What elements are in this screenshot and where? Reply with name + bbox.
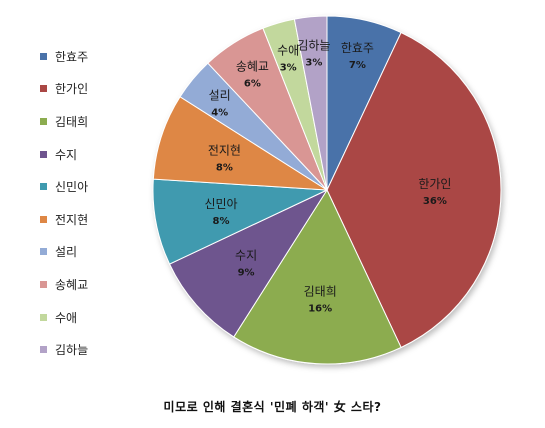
pie-slice-한가인 <box>326 31 502 349</box>
slice-label-설리: 설리 <box>209 88 231 102</box>
legend-item-송혜교: 송혜교 <box>40 268 150 301</box>
legend-item-한효주: 한효주 <box>40 40 150 73</box>
slice-value-김하늘: 3% <box>305 57 322 68</box>
pie-slice-김하늘 <box>293 15 328 191</box>
slice-label-김하늘: 김하늘 <box>297 38 330 52</box>
slice-label-신민아: 신민아 <box>204 197 237 211</box>
slice-label-한효주: 한효주 <box>341 41 374 55</box>
slice-label-수지: 수지 <box>235 248 257 262</box>
legend-label: 한효주 <box>55 49 89 64</box>
legend-swatch <box>40 183 47 191</box>
legend-item-전지현: 전지현 <box>40 203 150 236</box>
legend-swatch <box>40 117 47 125</box>
slice-label-김태희: 김태희 <box>304 285 337 299</box>
legend-item-수애: 수애 <box>40 301 150 334</box>
legend-label: 수지 <box>55 147 78 162</box>
legend-label: 수애 <box>55 310 78 325</box>
slice-value-설리: 4% <box>211 107 228 118</box>
slice-value-수지: 9% <box>238 267 255 278</box>
legend-swatch <box>40 248 47 256</box>
legend-label: 김하늘 <box>55 343 89 358</box>
legend-label: 김태희 <box>55 114 89 129</box>
legend-item-신민아: 신민아 <box>40 170 150 203</box>
slice-value-한가인: 36% <box>423 196 447 207</box>
slice-label-한가인: 한가인 <box>418 177 451 191</box>
slice-value-한효주: 7% <box>349 60 366 71</box>
legend-swatch <box>40 150 47 158</box>
chart-title: 미모로 인해 결혼식 '민폐 하객' 女 스타? <box>163 400 382 414</box>
legend-label: 설리 <box>55 245 78 260</box>
slice-value-송혜교: 6% <box>244 79 261 90</box>
slice-label-전지현: 전지현 <box>208 144 241 158</box>
slice-label-송혜교: 송혜교 <box>236 60 269 74</box>
legend-swatch <box>40 346 47 354</box>
legend-swatch <box>40 215 47 223</box>
slice-label-수애: 수애 <box>277 43 299 57</box>
legend-label: 신민아 <box>55 180 89 195</box>
slice-value-신민아: 8% <box>213 216 230 227</box>
slice-value-전지현: 8% <box>216 163 233 174</box>
slice-value-김태희: 16% <box>308 304 332 315</box>
legend-swatch <box>40 52 47 60</box>
legend-label: 송혜교 <box>55 277 89 292</box>
legend-item-한가인: 한가인 <box>40 73 150 106</box>
pie-slice-수지 <box>168 188 329 338</box>
pie-slice-김태희 <box>233 188 402 365</box>
legend-item-수지: 수지 <box>40 138 150 171</box>
legend-swatch <box>40 313 47 321</box>
legend-swatch <box>40 85 47 93</box>
legend-item-김하늘: 김하늘 <box>40 333 150 366</box>
slice-value-수애: 3% <box>280 62 297 73</box>
legend-label: 한가인 <box>55 82 89 97</box>
legend-label: 전지현 <box>55 212 89 227</box>
legend-item-김태희: 김태희 <box>40 105 150 138</box>
legend-item-설리: 설리 <box>40 236 150 269</box>
legend-swatch <box>40 280 47 288</box>
